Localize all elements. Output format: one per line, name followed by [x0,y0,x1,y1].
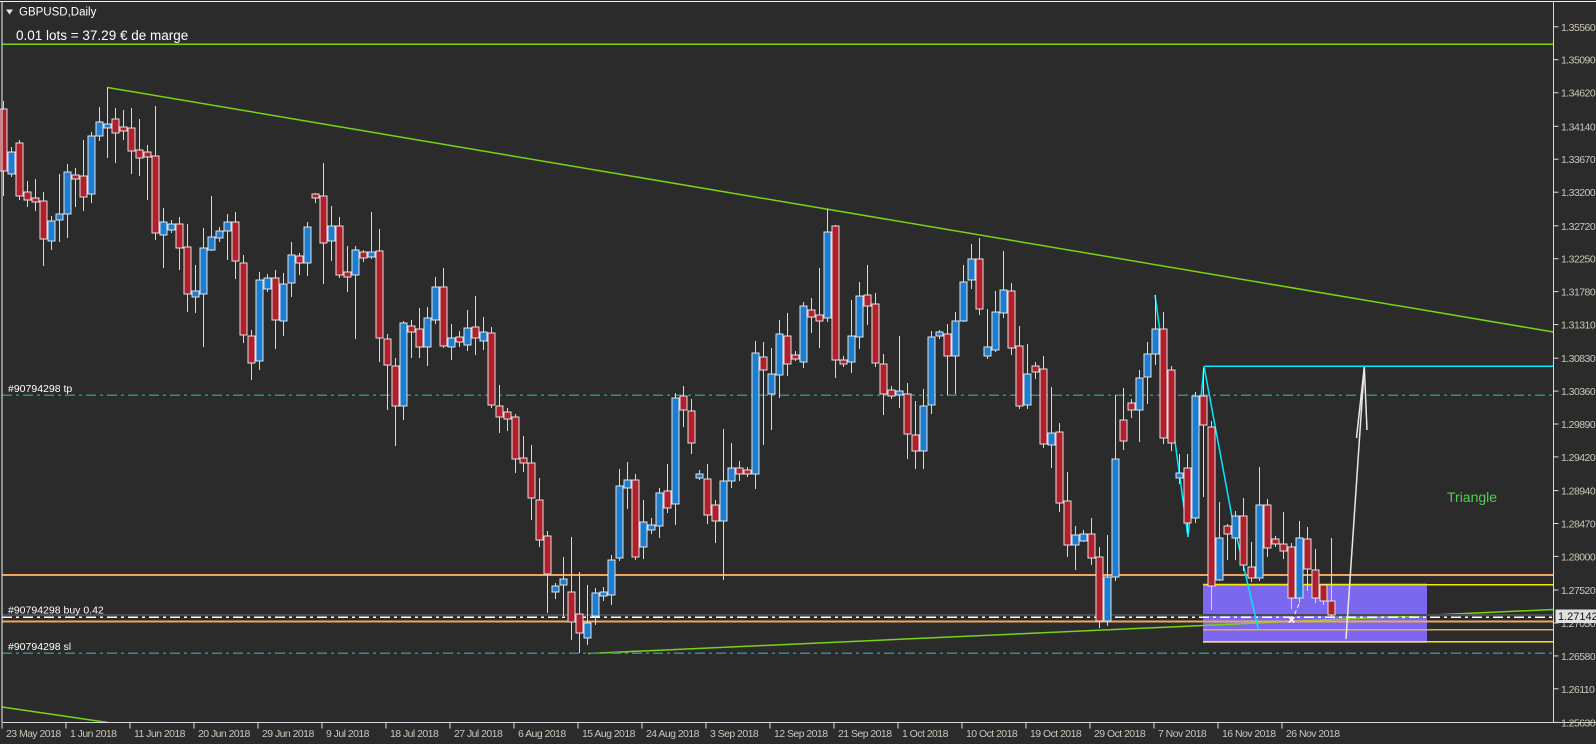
svg-text:1 Jun 2018: 1 Jun 2018 [70,728,117,740]
svg-text:#90794298 tp: #90794298 tp [8,383,72,395]
svg-text:1.29420: 1.29420 [1561,452,1596,464]
svg-text:24 Aug 2018: 24 Aug 2018 [646,728,700,740]
svg-text:1.35090: 1.35090 [1561,55,1596,67]
svg-text:1.29890: 1.29890 [1561,419,1596,431]
svg-text:1.32720: 1.32720 [1561,221,1596,233]
svg-text:#90794298 sl: #90794298 sl [8,641,71,653]
svg-text:1.27142: 1.27142 [1558,611,1596,623]
svg-text:1.27520: 1.27520 [1561,585,1596,597]
svg-text:10 Oct 2018: 10 Oct 2018 [966,728,1018,740]
svg-text:29 Oct 2018: 29 Oct 2018 [1094,728,1146,740]
svg-text:1.28470: 1.28470 [1561,519,1596,531]
svg-text:11 Jun 2018: 11 Jun 2018 [134,728,186,740]
svg-text:20 Jun 2018: 20 Jun 2018 [198,728,250,740]
svg-text:1.34620: 1.34620 [1561,88,1596,100]
svg-text:15 Aug 2018: 15 Aug 2018 [582,728,636,740]
svg-text:21 Sep 2018: 21 Sep 2018 [838,728,892,740]
svg-text:1.34140: 1.34140 [1561,121,1596,133]
svg-text:1.25630: 1.25630 [1561,717,1596,729]
svg-text:1.33670: 1.33670 [1561,154,1596,166]
svg-text:1.31780: 1.31780 [1561,287,1596,299]
svg-text:12 Sep 2018: 12 Sep 2018 [774,728,828,740]
svg-text:26 Nov 2018: 26 Nov 2018 [1286,728,1340,740]
svg-text:1.30830: 1.30830 [1561,353,1596,365]
svg-text:1.26110: 1.26110 [1561,684,1595,696]
svg-text:0.01 lots = 37.29 € de marge: 0.01 lots = 37.29 € de marge [16,28,188,43]
svg-text:1.33200: 1.33200 [1561,187,1596,199]
svg-text:23 May 2018: 23 May 2018 [6,728,61,740]
svg-text:1.28000: 1.28000 [1561,551,1596,563]
svg-text:19 Oct 2018: 19 Oct 2018 [1030,728,1082,740]
svg-text:27 Jul 2018: 27 Jul 2018 [454,728,503,740]
svg-text:1.31310: 1.31310 [1561,320,1596,332]
svg-text:1.30360: 1.30360 [1561,386,1596,398]
svg-text:29 Jun 2018: 29 Jun 2018 [262,728,314,740]
svg-text:1 Oct 2018: 1 Oct 2018 [902,728,949,740]
svg-text:6 Aug 2018: 6 Aug 2018 [518,728,566,740]
svg-text:16 Nov 2018: 16 Nov 2018 [1222,728,1276,740]
svg-text:3 Sep 2018: 3 Sep 2018 [710,728,759,740]
svg-text:9 Jul 2018: 9 Jul 2018 [326,728,370,740]
svg-text:18 Jul 2018: 18 Jul 2018 [390,728,439,740]
svg-text:7 Nov 2018: 7 Nov 2018 [1158,728,1207,740]
svg-text:Triangle: Triangle [1447,489,1497,505]
svg-text:1.35560: 1.35560 [1561,22,1596,34]
svg-text:GBPUSD,Daily: GBPUSD,Daily [19,7,97,19]
svg-text:#90794298 buy 0.42: #90794298 buy 0.42 [8,605,104,617]
svg-text:1.28940: 1.28940 [1561,486,1596,498]
svg-text:1.32250: 1.32250 [1561,254,1596,266]
svg-text:1.26580: 1.26580 [1561,651,1596,663]
